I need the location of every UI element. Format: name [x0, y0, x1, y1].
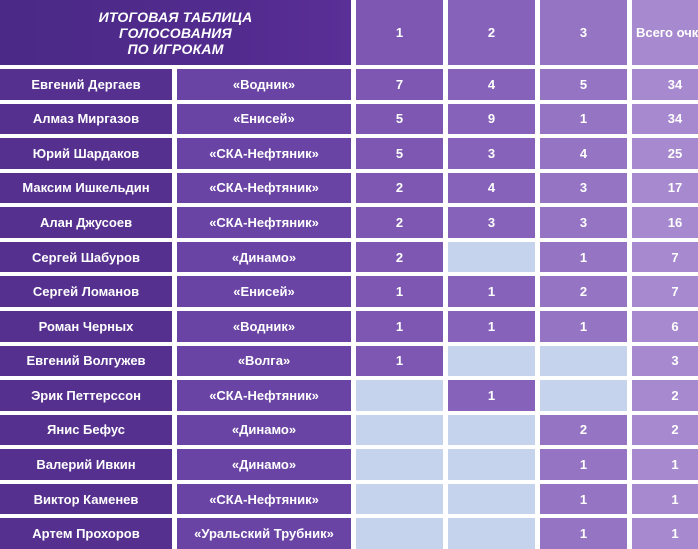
place-2-points-cell: 1 [448, 380, 535, 411]
player-name-cell: Сергей Шабуров [0, 241, 172, 273]
player-name-cell: Максим Ишкельдин [0, 172, 172, 204]
place-3-points-cell: 1 [540, 483, 627, 515]
total-points-cell: 17 [632, 172, 698, 204]
player-name-cell: Артем Прохоров [0, 518, 172, 549]
total-points-cell: 34 [632, 69, 698, 100]
place-2-points-cell: 3 [448, 138, 535, 169]
player-name-cell: Сергей Ломанов [0, 276, 172, 307]
place-3-points-cell: 2 [540, 414, 627, 446]
place-1-points-cell [356, 414, 443, 446]
place-2-points-cell: 4 [448, 69, 535, 100]
club-cell: «Динамо» [177, 414, 351, 446]
place-2-points-cell: 4 [448, 172, 535, 204]
place-2-points-cell [448, 345, 535, 377]
place-1-points-cell [356, 449, 443, 480]
player-name-cell: Алмаз Миргазов [0, 103, 172, 135]
place-3-points-cell: 1 [540, 310, 627, 342]
column-header-1: 1 [356, 0, 443, 65]
place-2-points-cell [448, 518, 535, 549]
club-cell: «Водник» [177, 69, 351, 100]
player-name-cell: Евгений Волгужев [0, 345, 172, 377]
column-header-3: 3 [540, 0, 627, 65]
place-1-points-cell: 7 [356, 69, 443, 100]
player-name-cell: Алан Джусоев [0, 207, 172, 238]
club-cell: «Водник» [177, 310, 351, 342]
club-cell: «Волга» [177, 345, 351, 377]
player-name-cell: Юрий Шардаков [0, 138, 172, 169]
club-cell: «СКА-Нефтяник» [177, 138, 351, 169]
place-3-points-cell [540, 380, 627, 411]
club-cell: «СКА-Нефтяник» [177, 207, 351, 238]
place-2-points-cell [448, 483, 535, 515]
place-3-points-cell [540, 345, 627, 377]
total-points-cell: 1 [632, 483, 698, 515]
place-3-points-cell: 1 [540, 103, 627, 135]
player-name-cell: Евгений Дергаев [0, 69, 172, 100]
place-2-points-cell: 1 [448, 310, 535, 342]
column-header-total: Всего очков [632, 0, 698, 65]
column-header-2: 2 [448, 0, 535, 65]
place-1-points-cell: 5 [356, 138, 443, 169]
club-cell: «Уральский Трубник» [177, 518, 351, 549]
player-name-cell: Виктор Каменев [0, 483, 172, 515]
place-3-points-cell: 1 [540, 241, 627, 273]
club-cell: «СКА-Нефтяник» [177, 380, 351, 411]
place-3-points-cell: 1 [540, 449, 627, 480]
total-points-cell: 1 [632, 518, 698, 549]
club-cell: «Енисей» [177, 103, 351, 135]
place-1-points-cell: 2 [356, 241, 443, 273]
total-points-cell: 2 [632, 380, 698, 411]
player-name-cell: Роман Черных [0, 310, 172, 342]
place-3-points-cell: 3 [540, 207, 627, 238]
club-cell: «СКА-Нефтяник» [177, 483, 351, 515]
place-1-points-cell [356, 518, 443, 549]
table-title-line-2: ГОЛОСОВАНИЯ [119, 24, 232, 41]
club-cell: «Енисей» [177, 276, 351, 307]
place-1-points-cell: 5 [356, 103, 443, 135]
player-name-cell: Эрик Петтерссон [0, 380, 172, 411]
player-name-cell: Валерий Ивкин [0, 449, 172, 480]
place-1-points-cell [356, 483, 443, 515]
total-points-cell: 2 [632, 414, 698, 446]
total-points-cell: 3 [632, 345, 698, 377]
table-title-line-3: ПО ИГРОКАМ [127, 40, 224, 57]
place-3-points-cell: 1 [540, 518, 627, 549]
total-points-cell: 16 [632, 207, 698, 238]
total-points-cell: 25 [632, 138, 698, 169]
player-name-cell: Янис Бефус [0, 414, 172, 446]
table-title-line-1: ИТОГОВАЯ ТАБЛИЦА [98, 8, 253, 25]
place-1-points-cell [356, 380, 443, 411]
place-1-points-cell: 1 [356, 345, 443, 377]
total-points-cell: 1 [632, 449, 698, 480]
place-1-points-cell: 1 [356, 310, 443, 342]
place-2-points-cell [448, 241, 535, 273]
place-3-points-cell: 3 [540, 172, 627, 204]
table-title: ИТОГОВАЯ ТАБЛИЦА ГОЛОСОВАНИЯ ПО ИГРОКАМ [0, 0, 351, 65]
total-points-cell: 7 [632, 276, 698, 307]
place-3-points-cell: 5 [540, 69, 627, 100]
place-2-points-cell [448, 449, 535, 480]
place-2-points-cell [448, 414, 535, 446]
place-1-points-cell: 2 [356, 207, 443, 238]
place-1-points-cell: 1 [356, 276, 443, 307]
place-2-points-cell: 9 [448, 103, 535, 135]
place-1-points-cell: 2 [356, 172, 443, 204]
club-cell: «СКА-Нефтяник» [177, 172, 351, 204]
place-2-points-cell: 1 [448, 276, 535, 307]
place-3-points-cell: 4 [540, 138, 627, 169]
club-cell: «Динамо» [177, 241, 351, 273]
place-3-points-cell: 2 [540, 276, 627, 307]
club-cell: «Динамо» [177, 449, 351, 480]
total-points-cell: 7 [632, 241, 698, 273]
place-2-points-cell: 3 [448, 207, 535, 238]
total-points-cell: 34 [632, 103, 698, 135]
total-points-cell: 6 [632, 310, 698, 342]
